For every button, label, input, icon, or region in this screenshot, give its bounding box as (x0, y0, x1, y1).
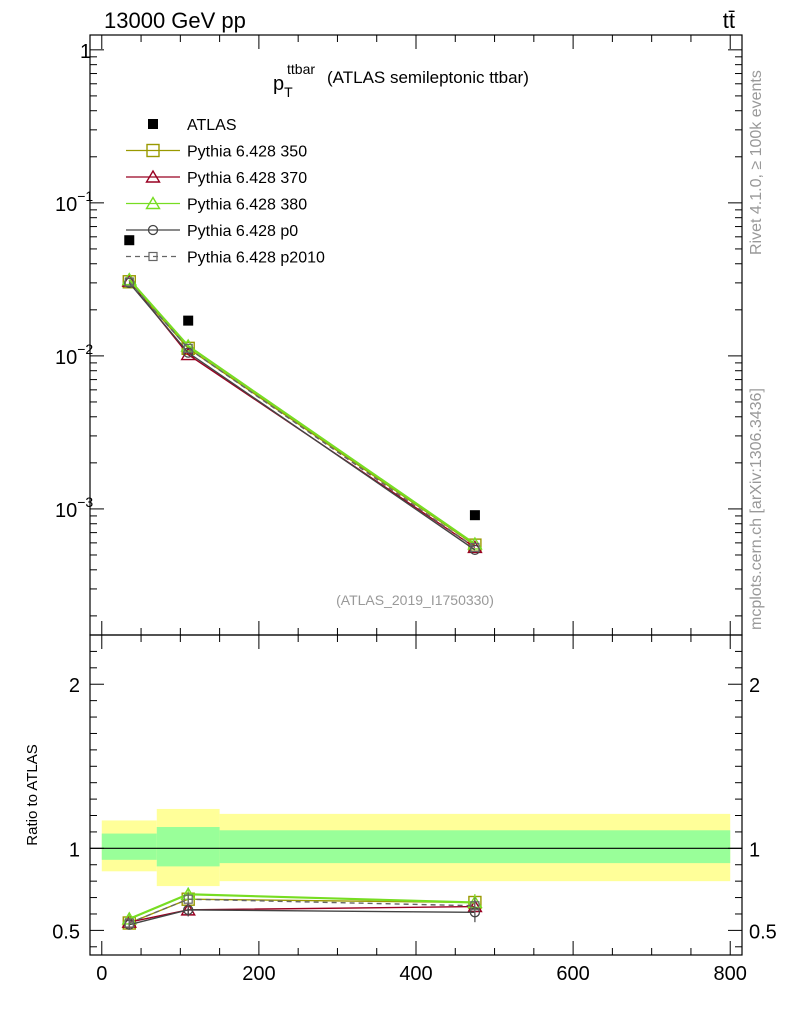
series-line (128, 281, 476, 546)
legend-marker (148, 119, 158, 129)
ratio-panel: 0.5 0.5 1 1 2 2 0 200 400 600 800 Ratio to ATLAS (24, 634, 777, 985)
series-line (128, 281, 476, 549)
x-tick-label: 400 (399, 963, 432, 985)
legend-label: Pythia 6.428 370 (187, 170, 307, 187)
ratio-y-tick-label-right: 1 (749, 839, 760, 861)
plot-title-sub: T (284, 84, 293, 100)
ratio-series-line (129, 909, 475, 926)
plot-title: pT (273, 73, 293, 100)
legend-marker (147, 224, 159, 236)
y-tick-label: 10−3 (55, 494, 93, 522)
data-point (124, 235, 135, 246)
ratio-series-line (129, 905, 475, 923)
y-tick-exponent: −1 (77, 188, 93, 204)
data-point (124, 277, 134, 287)
y-tick-exponent: −2 (77, 341, 93, 357)
data-point (470, 542, 480, 553)
legend-label: Pythia 6.428 380 (187, 197, 307, 214)
ratio-point (124, 918, 134, 928)
plot-title-rest: (ATLAS semileptonic ttbar) (327, 68, 529, 87)
x-tick-label: 800 (714, 963, 747, 985)
x-tick-label: 600 (556, 963, 589, 985)
data-point (183, 343, 193, 353)
plot-title-sup: ttbar (287, 61, 315, 77)
legend-label: Pythia 6.428 p2010 (187, 250, 325, 267)
ratio-y-tick-label: 2 (69, 675, 80, 697)
ratio-point (183, 894, 193, 904)
analysis-id: (ATLAS_2019_I1750330) (336, 592, 494, 608)
x-tick-label: 0 (96, 963, 107, 985)
y-tick-label: 10−2 (55, 341, 93, 369)
x-tick-label: 200 (242, 963, 275, 985)
ratio-y-tick-label: 1 (69, 839, 80, 861)
legend-marker (145, 196, 161, 210)
legend-marker (146, 143, 160, 158)
legend-label: Pythia 6.428 p0 (187, 223, 298, 240)
header-right: tt̄ (723, 8, 735, 33)
ratio-y-tick-label: 0.5 (52, 921, 80, 943)
mcplots-label: mcplots.cern.ch [arXiv:1306.3436] (748, 388, 765, 630)
data-point (183, 315, 194, 326)
ratio-point (470, 901, 480, 911)
ratio-y-tick-label-right: 0.5 (749, 921, 777, 943)
ratio-ylabel: Ratio to ATLAS (24, 744, 41, 845)
series-line (128, 278, 476, 545)
legend-marker (145, 169, 161, 183)
ratio-y-tick-label-right: 2 (749, 675, 760, 697)
rivet-label: Rivet 4.1.0, ≥ 100k events (748, 70, 765, 255)
header-left: 13000 GeV pp (104, 8, 246, 33)
y-tick-label: 10−1 (55, 188, 93, 216)
uncertainty-band-inner (219, 830, 731, 864)
y-tick-exponent: −3 (77, 494, 93, 510)
legend-label: ATLAS (187, 117, 237, 134)
data-point (469, 510, 480, 521)
legend-marker (148, 251, 158, 262)
legend-label: Pythia 6.428 350 (187, 144, 307, 161)
uncertainty-band-inner (156, 827, 220, 867)
uncertainty-band-inner (101, 833, 157, 860)
y-tick-label: 1 (80, 41, 91, 63)
